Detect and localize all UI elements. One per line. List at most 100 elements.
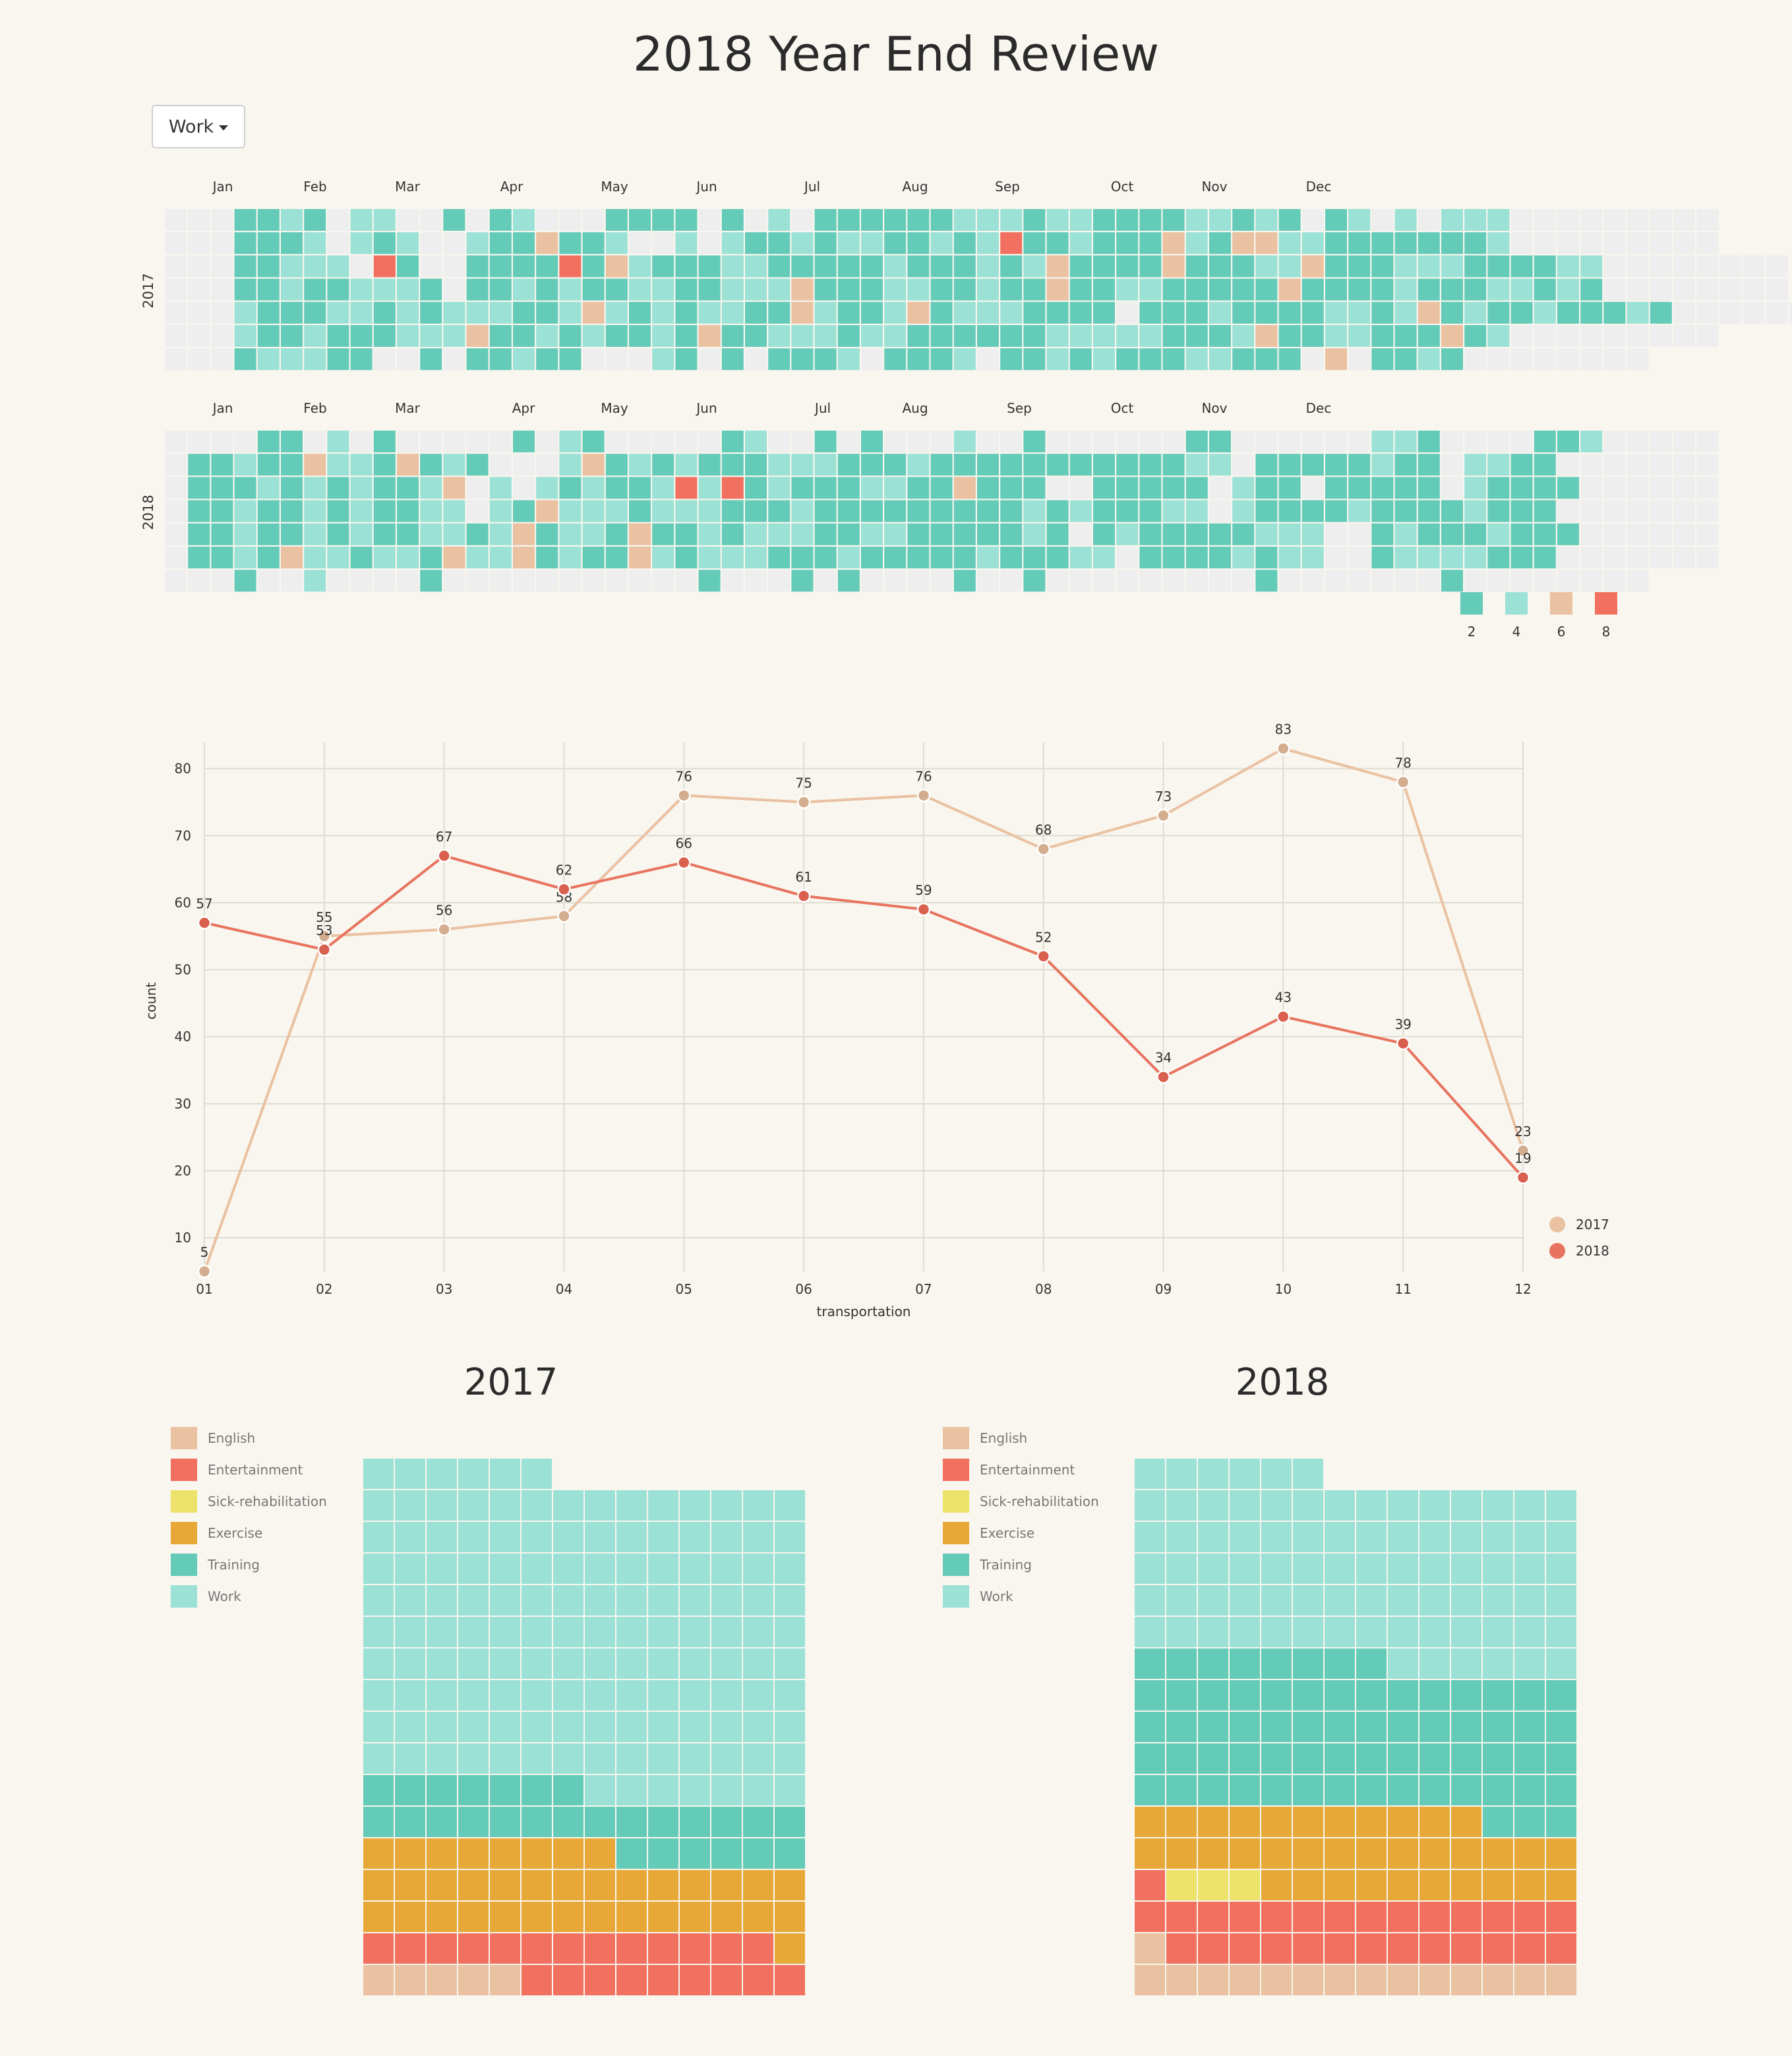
waffle-cell	[520, 1679, 553, 1712]
calendar-cell	[721, 232, 744, 255]
calendar-cell	[327, 209, 349, 231]
calendar-cell	[953, 209, 976, 231]
waffle-cell	[1260, 1900, 1293, 1933]
calendar-cell	[675, 477, 698, 499]
data-point-2018	[1276, 1010, 1290, 1023]
calendar-cell	[698, 431, 721, 452]
waffle-cell	[1197, 1932, 1230, 1965]
calendar-cell	[1162, 209, 1185, 231]
waffle-cell	[1481, 1900, 1514, 1933]
calendar-cell	[907, 500, 930, 522]
calendar-cell	[1139, 431, 1162, 452]
waffle-cell	[647, 1964, 680, 1997]
y-axis-label: count	[143, 983, 159, 1020]
calendar-cell	[721, 348, 744, 371]
calendar-cell	[327, 278, 349, 301]
calendar-cell	[165, 570, 187, 592]
waffle-cell	[457, 1647, 490, 1680]
calendar-cell	[257, 500, 280, 522]
data-point-2017	[557, 909, 571, 923]
waffle-cell	[710, 1774, 743, 1807]
calendar-cell	[582, 500, 605, 522]
waffle-cell	[394, 1489, 427, 1522]
calendar-cell	[745, 454, 767, 476]
calendar-cell	[1162, 454, 1185, 476]
waffle-cell	[394, 1869, 427, 1902]
calendar-cell	[420, 523, 442, 545]
waffle-cell	[615, 1742, 648, 1775]
calendar-cell	[1000, 547, 1023, 568]
calendar-cell	[1278, 570, 1301, 592]
calendar-cell	[1162, 523, 1185, 545]
calendar-cell	[582, 348, 605, 371]
calendar-cell	[675, 570, 698, 592]
waffle-legend-label: English	[980, 1430, 1027, 1446]
calendar-cell	[1139, 348, 1162, 371]
waffle-cell	[520, 1710, 553, 1743]
calendar-cell	[443, 570, 465, 592]
calendar-cell	[1418, 348, 1440, 371]
calendar-cell	[1139, 325, 1162, 347]
calendar-cell	[466, 278, 489, 301]
calendar-cell	[304, 500, 326, 522]
calendar-cell	[1348, 325, 1371, 347]
calendar-cell	[1371, 477, 1394, 499]
waffle-cell	[1165, 1837, 1198, 1870]
calendar-cell	[1487, 232, 1510, 255]
waffle-cell	[425, 1742, 458, 1775]
waffle-cell	[773, 1837, 806, 1870]
calendar-cell	[768, 348, 791, 371]
waffle-legend-swatch	[943, 1522, 969, 1544]
calendar-cell	[1185, 278, 1208, 301]
calendar-cell	[1232, 348, 1255, 371]
waffle-cell	[1355, 1869, 1388, 1902]
waffle-cell	[583, 1584, 616, 1617]
waffle-cell	[1260, 1552, 1293, 1585]
waffle-cell	[1323, 1837, 1356, 1870]
data-label-2018: 67	[436, 829, 452, 845]
waffle-cell	[489, 1584, 522, 1617]
data-label-2018: 59	[915, 882, 932, 898]
waffle-cell	[647, 1900, 680, 1933]
calendar-cell	[1000, 431, 1023, 452]
calendar-cell	[1673, 477, 1695, 499]
waffle-cell	[1292, 1679, 1325, 1712]
calendar-cell	[1464, 523, 1487, 545]
calendar-cell	[698, 301, 721, 324]
waffle-cell	[362, 1900, 395, 1933]
x-tick-label: 01	[196, 1281, 212, 1297]
calendar-cell	[1603, 255, 1626, 278]
data-label-2017: 56	[436, 903, 452, 919]
waffle-cell	[425, 1900, 458, 1933]
calendar-cell	[652, 209, 674, 231]
waffle-cell	[742, 1900, 775, 1933]
calendar-cell	[211, 325, 233, 347]
waffle-cell	[1545, 1837, 1578, 1870]
data-point-2017	[1036, 842, 1050, 856]
waffle-cell	[489, 1964, 522, 1997]
month-label: Nov	[1201, 179, 1227, 195]
calendar-cell	[536, 454, 558, 476]
waffle-cell	[1197, 1457, 1230, 1490]
calendar-cell	[629, 278, 651, 301]
calendar-cell	[1000, 570, 1023, 592]
calendar-cell	[1487, 523, 1510, 545]
category-dropdown[interactable]: Work	[152, 105, 245, 148]
waffle-cell	[647, 1774, 680, 1807]
waffle-cell	[615, 1616, 648, 1648]
calendar-cell	[1255, 523, 1278, 545]
calendar-cell	[1580, 523, 1603, 545]
waffle-cell	[1450, 1869, 1483, 1902]
calendar-cell	[1627, 547, 1649, 568]
calendar-cell	[1510, 523, 1533, 545]
waffle-cell	[583, 1932, 616, 1965]
calendar-cell	[443, 325, 465, 347]
waffle-cell	[520, 1489, 553, 1522]
calendar-cell	[582, 278, 605, 301]
calendar-cell	[1185, 477, 1208, 499]
calendar-cell	[327, 301, 349, 324]
waffle-cell	[1323, 1869, 1356, 1902]
calendar-cell	[1441, 477, 1463, 499]
calendar-cell	[536, 278, 558, 301]
calendar-cell	[884, 232, 907, 255]
